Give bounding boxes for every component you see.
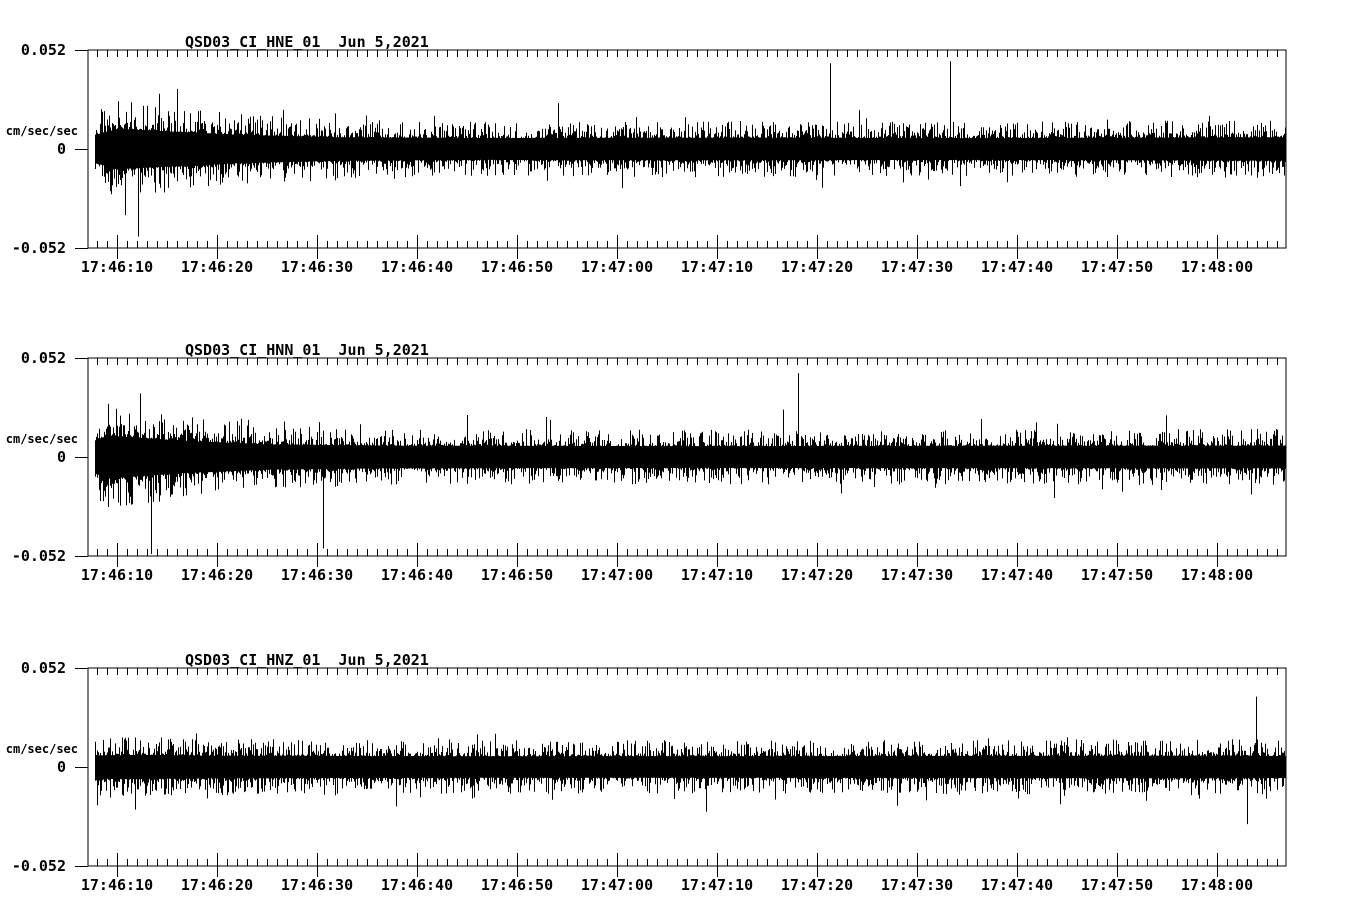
y-tick-label: 0.052: [21, 349, 66, 367]
bottom-axis-minor-ticks: [97, 549, 1278, 556]
x-tick-label: 17:47:40: [981, 566, 1053, 584]
x-tick-label: 17:47:40: [981, 258, 1053, 276]
x-tick-label: 17:46:50: [481, 876, 553, 894]
y-tick-label: -0.052: [12, 239, 66, 257]
bottom-axis-major-ticks: [117, 235, 1218, 259]
bottom-axis-major-ticks: [117, 853, 1218, 877]
x-tick-label: 17:46:40: [381, 876, 453, 894]
x-tick-label: 17:48:00: [1181, 258, 1253, 276]
x-tick-label: 17:47:30: [881, 258, 953, 276]
waveform-trace: [95, 61, 1286, 237]
y-tick-label: 0: [57, 448, 66, 466]
panel-title: QSD03_CI_HNE_01 Jun 5,2021: [185, 33, 429, 51]
y-tick-label: 0: [57, 140, 66, 158]
x-tick-label: 17:47:50: [1081, 258, 1153, 276]
x-tick-label: 17:46:50: [481, 566, 553, 584]
top-axis-minor-ticks: [97, 50, 1278, 57]
x-tick-label: 17:46:30: [281, 566, 353, 584]
x-tick-label: 17:46:10: [81, 566, 153, 584]
waveform-trace: [95, 696, 1286, 825]
y-tick-label: 0.052: [21, 659, 66, 677]
y-axis-unit-label: cm/sec/sec: [6, 432, 78, 446]
x-tick-label: 17:46:40: [381, 258, 453, 276]
x-tick-label: 17:47:30: [881, 566, 953, 584]
x-tick-label: 17:46:50: [481, 258, 553, 276]
x-tick-label: 17:46:40: [381, 566, 453, 584]
seismogram-panel-hne: QSD03_CI_HNE_01 Jun 5,2021 0.052 0 -0.052 cm…: [6, 33, 1287, 276]
x-tick-label: 17:47:00: [581, 876, 653, 894]
x-tick-label: 17:46:20: [181, 566, 253, 584]
x-tick-label: 17:48:00: [1181, 876, 1253, 894]
y-tick-label: 0.052: [21, 41, 66, 59]
waveform-trace: [95, 373, 1286, 554]
bottom-axis-major-ticks: [117, 543, 1218, 567]
bottom-axis-minor-ticks: [97, 241, 1278, 248]
seismogram-panel-hnz: QSD03_CI_HNZ_01 Jun 5,2021 0.052 0 -0.052 cm…: [6, 651, 1287, 894]
x-tick-label: 17:48:00: [1181, 566, 1253, 584]
x-tick-label: 17:47:50: [1081, 876, 1153, 894]
y-axis-unit-label: cm/sec/sec: [6, 124, 78, 138]
y-tick-label: 0: [57, 758, 66, 776]
x-tick-label: 17:47:10: [681, 876, 753, 894]
panel-title: QSD03_CI_HNZ_01 Jun 5,2021: [185, 651, 429, 669]
y-axis-ticks: [75, 358, 88, 557]
x-tick-label: 17:46:20: [181, 876, 253, 894]
top-axis-minor-ticks: [97, 358, 1278, 365]
top-axis-minor-ticks: [97, 668, 1278, 675]
y-tick-label: -0.052: [12, 547, 66, 565]
seismogram-panel-hnn: QSD03_CI_HNN_01 Jun 5,2021 0.052 0 -0.052 cm…: [6, 341, 1287, 584]
x-tick-label: 17:47:00: [581, 566, 653, 584]
panel-title: QSD03_CI_HNN_01 Jun 5,2021: [185, 341, 429, 359]
x-tick-label: 17:47:10: [681, 566, 753, 584]
x-tick-label: 17:46:10: [81, 876, 153, 894]
y-tick-label: -0.052: [12, 857, 66, 875]
x-tick-label: 17:47:30: [881, 876, 953, 894]
y-axis-ticks: [75, 50, 88, 249]
x-tick-label: 17:47:00: [581, 258, 653, 276]
y-axis-ticks: [75, 668, 88, 867]
x-tick-label: 17:46:30: [281, 258, 353, 276]
x-tick-label: 17:47:20: [781, 876, 853, 894]
x-tick-label: 17:46:30: [281, 876, 353, 894]
y-axis-unit-label: cm/sec/sec: [6, 742, 78, 756]
x-tick-label: 17:47:20: [781, 258, 853, 276]
x-tick-label: 17:46:10: [81, 258, 153, 276]
x-tick-label: 17:47:50: [1081, 566, 1153, 584]
x-tick-label: 17:47:40: [981, 876, 1053, 894]
bottom-axis-minor-ticks: [97, 859, 1278, 866]
x-tick-label: 17:47:20: [781, 566, 853, 584]
x-tick-label: 17:47:10: [681, 258, 753, 276]
x-tick-label: 17:46:20: [181, 258, 253, 276]
